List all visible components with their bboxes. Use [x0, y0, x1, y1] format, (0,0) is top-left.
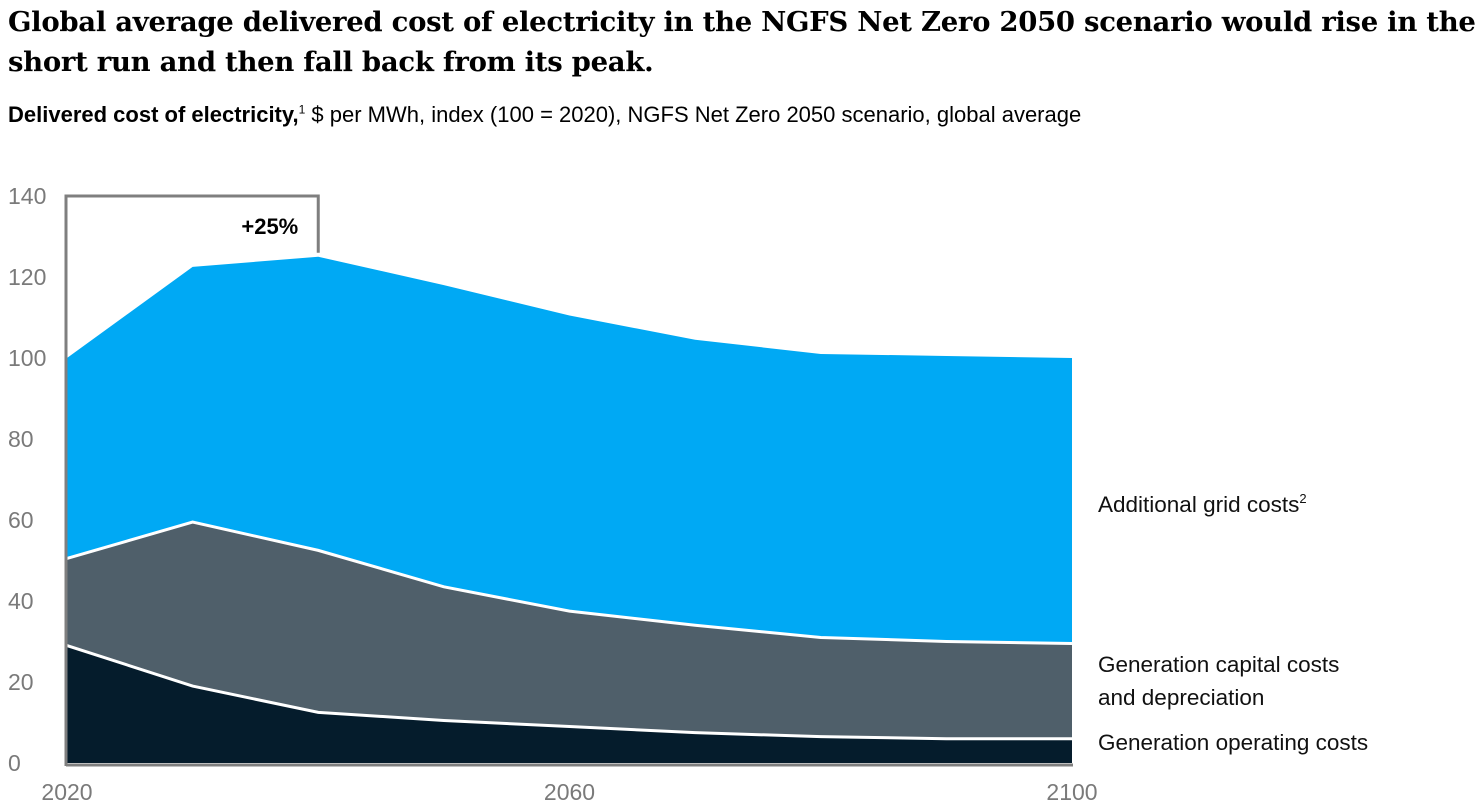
y-tick-label: 20	[8, 669, 34, 695]
annotations-group: +25%	[64, 194, 320, 358]
subtitle-bold: Delivered cost of electricity,	[8, 102, 299, 127]
separator-generation-operating-costs	[66, 644, 1072, 741]
subtitle-rest: $ per MWh, index (100 = 2020), NGFS Net …	[305, 102, 1082, 127]
annotation-bracket	[64, 194, 320, 358]
y-tick-label: 140	[8, 183, 46, 209]
x-tick-label: 2020	[41, 779, 92, 805]
separator-generation-capital-costs-and-depreciation	[66, 520, 1073, 646]
annotation-label: +25%	[241, 214, 298, 239]
y-tick-label: 0	[8, 750, 21, 776]
y-tick-label: 100	[8, 345, 46, 371]
separators-group	[66, 520, 1073, 741]
series-labels-group: Generation operating costs Generation cap…	[1098, 491, 1368, 755]
label-generation-capital-costs-and-depreciation: Generation capital costs	[1098, 652, 1339, 677]
label-generation-operating-costs: Generation operating costs	[1098, 730, 1368, 755]
x-ticks-group: 2020 2060 2100	[41, 779, 1097, 805]
chart-title: Global average delivered cost of electri…	[8, 6, 1476, 78]
y-tick-label: 40	[8, 588, 34, 614]
area-generation-operating-costs	[67, 645, 1072, 763]
x-tick-label: 2060	[544, 779, 595, 805]
label-footnote: 2	[1299, 491, 1306, 506]
areas-group	[67, 256, 1072, 763]
chart-subtitle: Delivered cost of electricity,1 $ per MW…	[8, 102, 1081, 128]
subtitle-footnote: 1	[298, 102, 306, 117]
y-tick-label: 120	[8, 264, 46, 290]
y-tick-label: 80	[8, 426, 34, 452]
area-additional-grid-costs	[67, 256, 1072, 644]
label-additional-grid-costs: Additional grid costs2	[1098, 491, 1307, 517]
area-generation-capital-costs-and-depreciation	[67, 522, 1072, 739]
y-tick-label: 60	[8, 507, 34, 533]
x-tick-label: 2100	[1046, 779, 1097, 805]
label-generation-capital-costs-and-depreciation: and depreciation	[1098, 685, 1264, 710]
y-ticks-group: 0 20 40 60 80 100 120 140	[8, 183, 46, 776]
